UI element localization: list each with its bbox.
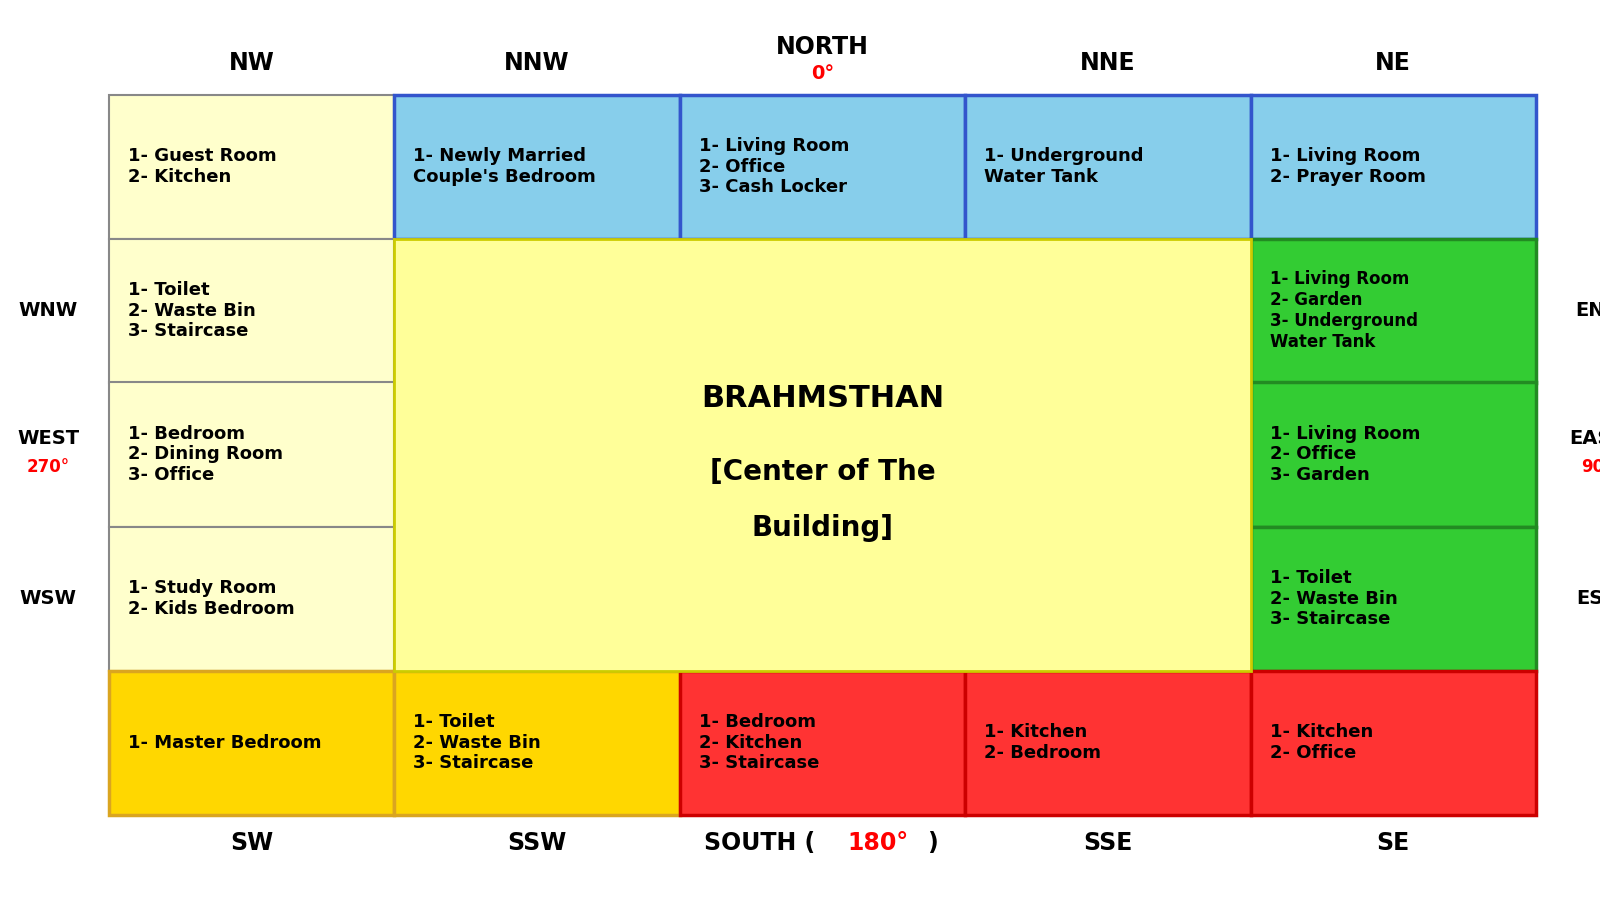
Text: ENE: ENE: [1576, 301, 1600, 320]
FancyBboxPatch shape: [109, 94, 394, 239]
FancyBboxPatch shape: [1251, 382, 1536, 526]
FancyBboxPatch shape: [680, 94, 965, 239]
FancyBboxPatch shape: [680, 670, 965, 814]
Text: 1- Living Room
2- Prayer Room: 1- Living Room 2- Prayer Room: [1270, 147, 1426, 186]
Text: WSW: WSW: [19, 589, 77, 608]
Text: WNW: WNW: [18, 301, 78, 320]
Text: BRAHMSTHAN: BRAHMSTHAN: [701, 383, 944, 413]
FancyBboxPatch shape: [1251, 94, 1536, 239]
Text: [Center of The: [Center of The: [709, 458, 936, 486]
FancyBboxPatch shape: [965, 94, 1251, 239]
Text: 1- Living Room
2- Office
3- Garden: 1- Living Room 2- Office 3- Garden: [1270, 425, 1421, 484]
Text: 1- Newly Married
Couple's Bedroom: 1- Newly Married Couple's Bedroom: [413, 147, 597, 186]
Text: 1- Underground
Water Tank: 1- Underground Water Tank: [984, 147, 1144, 186]
Text: Building]: Building]: [752, 514, 893, 542]
Text: 1- Kitchen
2- Bedroom: 1- Kitchen 2- Bedroom: [984, 723, 1101, 762]
Text: 1- Toilet
2- Waste Bin
3- Staircase: 1- Toilet 2- Waste Bin 3- Staircase: [1270, 569, 1397, 628]
FancyBboxPatch shape: [1251, 238, 1536, 382]
FancyBboxPatch shape: [965, 670, 1251, 814]
FancyBboxPatch shape: [394, 238, 1251, 670]
Text: 1- Living Room
2- Office
3- Cash Locker: 1- Living Room 2- Office 3- Cash Locker: [699, 137, 850, 196]
Text: WEST: WEST: [18, 428, 78, 448]
FancyBboxPatch shape: [109, 238, 394, 382]
Text: 1- Study Room
2- Kids Bedroom: 1- Study Room 2- Kids Bedroom: [128, 579, 294, 618]
Text: EAST: EAST: [1570, 428, 1600, 448]
Text: 1- Bedroom
2- Dining Room
3- Office: 1- Bedroom 2- Dining Room 3- Office: [128, 425, 283, 484]
Text: ESE: ESE: [1576, 589, 1600, 608]
Text: NNW: NNW: [504, 51, 570, 75]
FancyBboxPatch shape: [109, 382, 394, 526]
Text: ): ): [926, 832, 938, 855]
Text: SW: SW: [230, 832, 274, 855]
Text: NW: NW: [229, 51, 274, 75]
Text: 270°: 270°: [27, 458, 69, 476]
Text: 1- Bedroom
2- Kitchen
3- Staircase: 1- Bedroom 2- Kitchen 3- Staircase: [699, 713, 819, 772]
FancyBboxPatch shape: [1251, 526, 1536, 670]
Text: 1- Master Bedroom: 1- Master Bedroom: [128, 734, 322, 752]
FancyBboxPatch shape: [394, 94, 680, 239]
Text: NE: NE: [1376, 51, 1411, 75]
Text: SOUTH (: SOUTH (: [704, 832, 816, 855]
Text: 0°: 0°: [811, 64, 834, 84]
FancyBboxPatch shape: [109, 670, 394, 814]
Text: 90°: 90°: [1581, 458, 1600, 476]
FancyBboxPatch shape: [1251, 670, 1536, 814]
Text: NORTH: NORTH: [776, 35, 869, 58]
Text: 1- Toilet
2- Waste Bin
3- Staircase: 1- Toilet 2- Waste Bin 3- Staircase: [128, 281, 256, 340]
Text: 1- Living Room
2- Garden
3- Underground
Water Tank: 1- Living Room 2- Garden 3- Underground …: [1270, 270, 1418, 351]
FancyBboxPatch shape: [394, 670, 680, 814]
Text: SE: SE: [1376, 832, 1410, 855]
Text: SSE: SSE: [1083, 832, 1133, 855]
Text: 180°: 180°: [848, 832, 909, 855]
Text: 1- Kitchen
2- Office: 1- Kitchen 2- Office: [1270, 723, 1373, 762]
Text: SSW: SSW: [507, 832, 566, 855]
FancyBboxPatch shape: [109, 526, 394, 670]
Text: 1- Toilet
2- Waste Bin
3- Staircase: 1- Toilet 2- Waste Bin 3- Staircase: [413, 713, 541, 772]
Text: 1- Guest Room
2- Kitchen: 1- Guest Room 2- Kitchen: [128, 147, 277, 186]
Text: NNE: NNE: [1080, 51, 1136, 75]
